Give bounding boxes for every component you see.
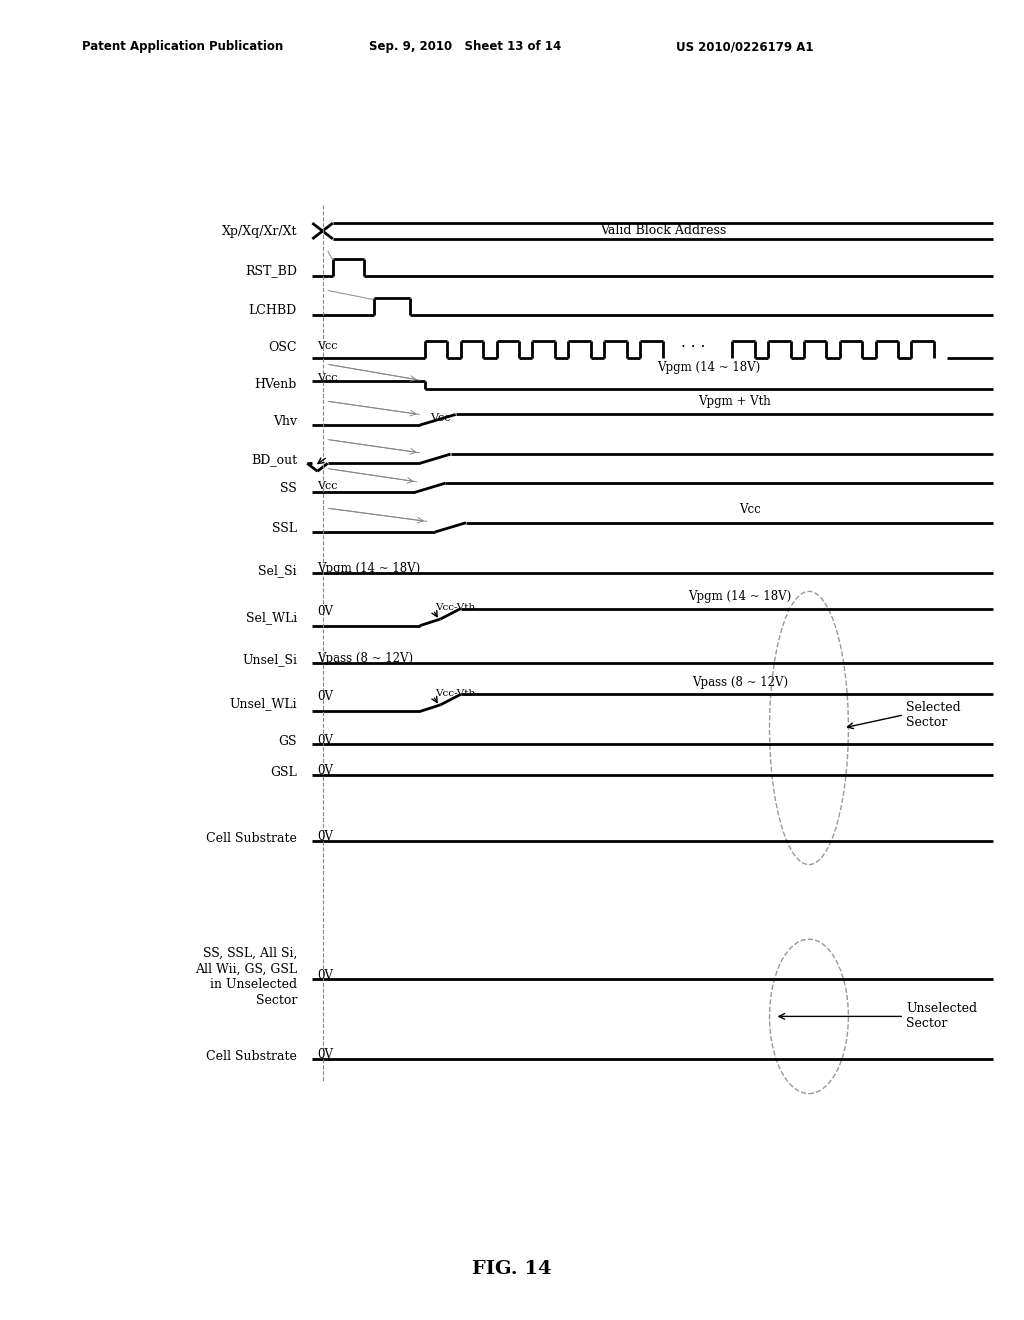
Text: US 2010/0226179 A1: US 2010/0226179 A1 <box>676 40 813 53</box>
Text: SSL: SSL <box>272 521 297 535</box>
Text: Vcc: Vcc <box>317 372 338 383</box>
Text: Valid Block Address: Valid Block Address <box>600 224 726 238</box>
Text: GS: GS <box>279 735 297 748</box>
Text: Unselected
Sector: Unselected Sector <box>906 1002 977 1031</box>
Text: 0V: 0V <box>317 1048 334 1061</box>
Text: Sep. 9, 2010   Sheet 13 of 14: Sep. 9, 2010 Sheet 13 of 14 <box>369 40 561 53</box>
Text: 0V: 0V <box>317 690 334 704</box>
Text: Vpgm (14 ~ 18V): Vpgm (14 ~ 18V) <box>657 360 761 374</box>
Text: Unsel_Si: Unsel_Si <box>242 653 297 667</box>
Text: Vpgm (14 ~ 18V): Vpgm (14 ~ 18V) <box>317 562 421 576</box>
Text: 0V: 0V <box>317 605 334 618</box>
Text: Vcc: Vcc <box>430 413 451 424</box>
Text: GSL: GSL <box>270 766 297 779</box>
Text: Vcc: Vcc <box>739 503 761 516</box>
Text: Vcc-Vth: Vcc-Vth <box>435 603 475 612</box>
Text: · · ·: · · · <box>681 339 706 355</box>
Text: Vpass (8 ~ 12V): Vpass (8 ~ 12V) <box>317 652 414 665</box>
Text: Vcc-Vth: Vcc-Vth <box>435 689 475 698</box>
Text: LCHBD: LCHBD <box>249 304 297 317</box>
Text: Xp/Xq/Xr/Xt: Xp/Xq/Xr/Xt <box>221 224 297 238</box>
Text: Selected
Sector: Selected Sector <box>906 701 961 729</box>
Text: Vhv: Vhv <box>272 414 297 428</box>
Text: 0V: 0V <box>317 969 334 982</box>
Text: Sel_Si: Sel_Si <box>258 564 297 577</box>
Text: 0V: 0V <box>317 734 334 747</box>
Text: Cell Substrate: Cell Substrate <box>206 1049 297 1063</box>
Text: HVenb: HVenb <box>255 378 297 391</box>
Text: Vcc: Vcc <box>317 480 338 491</box>
Text: BD_out: BD_out <box>251 453 297 466</box>
Text: Sel_WLi: Sel_WLi <box>246 611 297 624</box>
Text: Unsel_WLi: Unsel_WLi <box>229 697 297 710</box>
Text: SS, SSL, All Si,
All Wii, GS, GSL
in Unselected
Sector: SS, SSL, All Si, All Wii, GS, GSL in Uns… <box>195 946 297 1007</box>
Text: 0V: 0V <box>317 830 334 843</box>
Text: Vcc: Vcc <box>317 341 338 351</box>
Text: Cell Substrate: Cell Substrate <box>206 832 297 845</box>
Text: SS: SS <box>281 482 297 495</box>
Text: Patent Application Publication: Patent Application Publication <box>82 40 284 53</box>
Text: OSC: OSC <box>268 341 297 354</box>
Text: Vpgm (14 ~ 18V): Vpgm (14 ~ 18V) <box>688 590 792 603</box>
Text: FIG. 14: FIG. 14 <box>472 1259 552 1278</box>
Text: 0V: 0V <box>317 764 334 777</box>
Text: Vpgm + Vth: Vpgm + Vth <box>698 395 771 408</box>
Text: RST_BD: RST_BD <box>245 264 297 277</box>
Text: Vpass (8 ~ 12V): Vpass (8 ~ 12V) <box>692 676 787 689</box>
